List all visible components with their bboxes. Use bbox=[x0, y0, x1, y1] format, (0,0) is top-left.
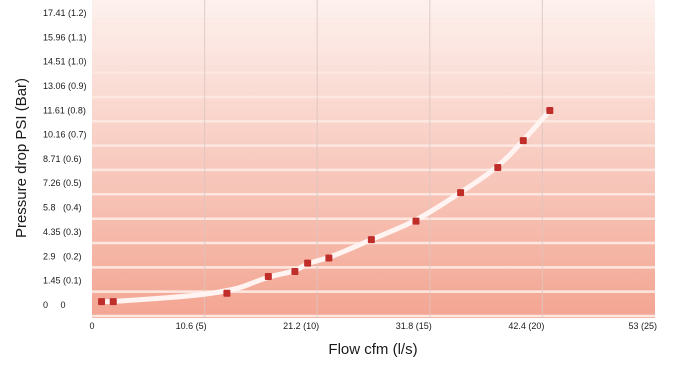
data-points bbox=[98, 106, 554, 306]
x-axis-label: Flow cfm (l/s) bbox=[328, 341, 417, 358]
x-axis-tick-labels: 0 10.6 (5) 21.2 (10) 31.8 (15) 42.4 (20) 53 (… bbox=[89, 321, 657, 331]
x-tick-label: 42.4 (20) bbox=[508, 321, 544, 331]
data-point bbox=[546, 106, 554, 114]
y-tick-label: 7.26 (0.5) bbox=[43, 178, 82, 188]
y-tick-label: 11.61 (0.8) bbox=[43, 105, 86, 115]
x-tick-label: 53 (25) bbox=[628, 321, 657, 331]
gridlines-horizontal bbox=[92, 22, 655, 318]
data-point bbox=[494, 163, 502, 171]
y-tick-label: 8.71 (0.6) bbox=[43, 154, 82, 164]
x-tick-label: 21.2 (10) bbox=[283, 321, 319, 331]
data-point bbox=[412, 217, 420, 225]
y-axis-tick-labels: 0 0 1.45 (0.1) 2.9 (0.2) 4.35 (0.3) 5.8 (0.4… bbox=[43, 8, 87, 310]
y-tick-label: 10.16 (0.7) bbox=[43, 130, 87, 140]
x-tick-label: 10.6 (5) bbox=[176, 321, 207, 331]
x-tick-label: 0 bbox=[89, 321, 94, 331]
y-tick-label: 13.06 (0.9) bbox=[43, 81, 87, 91]
x-tick-label: 31.8 (15) bbox=[396, 321, 432, 331]
y-axis-label: Pressure drop PSI (Bar) bbox=[13, 78, 30, 238]
data-point bbox=[367, 236, 375, 244]
data-point bbox=[264, 272, 272, 280]
y-tick-label: 5.8 (0.4) bbox=[43, 203, 82, 213]
data-point bbox=[223, 289, 231, 297]
y-tick-label: 4.35 (0.3) bbox=[43, 227, 82, 237]
y-tick-label: 1.45 (0.1) bbox=[43, 276, 82, 286]
y-tick-label: 17.41 (1.2) bbox=[43, 8, 87, 18]
data-point bbox=[304, 259, 312, 267]
y-tick-label: 2.9 (0.2) bbox=[43, 251, 82, 261]
data-point bbox=[457, 189, 465, 197]
gridlines-vertical bbox=[204, 0, 544, 318]
data-point bbox=[325, 254, 333, 262]
data-point bbox=[519, 137, 527, 145]
data-point bbox=[109, 298, 117, 306]
y-tick-label: 15.96 (1.1) bbox=[43, 32, 87, 42]
series-curve bbox=[99, 107, 553, 305]
y-tick-label: 14.51 (1.0) bbox=[43, 57, 87, 67]
y-tick-label: 0 0 bbox=[43, 300, 66, 310]
data-point bbox=[98, 298, 106, 306]
data-point bbox=[291, 267, 299, 275]
plot-background bbox=[92, 0, 655, 318]
